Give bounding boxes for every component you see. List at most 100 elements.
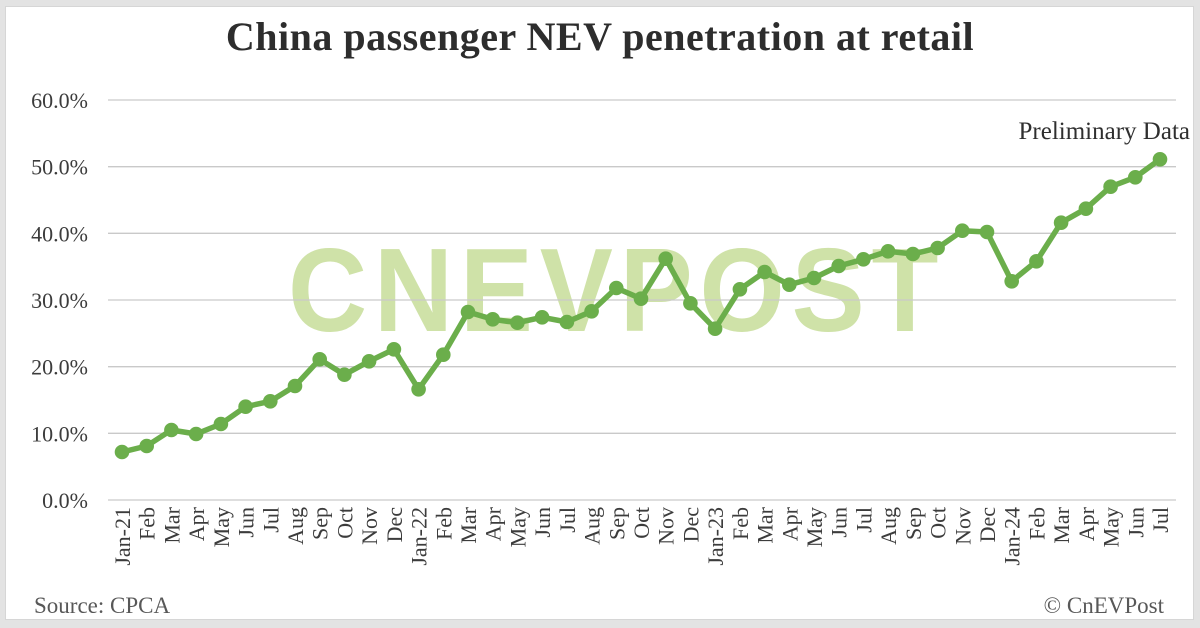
data-point [139, 438, 154, 454]
x-tick-label: Aug [283, 507, 308, 545]
data-point [856, 251, 871, 267]
chart-title: China passenger NEV penetration at retai… [225, 14, 975, 59]
x-tick-label: Mar [1049, 506, 1074, 543]
data-point [361, 354, 377, 369]
x-tick-label: Aug [876, 507, 901, 545]
data-point [782, 277, 797, 293]
data-point [609, 280, 624, 296]
x-tick-label: Jun [827, 507, 852, 538]
data-point [831, 258, 846, 274]
data-point [1053, 215, 1069, 230]
source-label: Source: CPCA [34, 593, 171, 618]
data-point-markers [114, 152, 1168, 460]
x-tick-label: Nov [654, 507, 679, 545]
y-tick-label: 50.0% [31, 155, 88, 180]
x-tick-label: Oct [629, 507, 654, 539]
x-tick-label: Mar [159, 506, 184, 543]
y-axis-labels: 0.0% 10.0% 20.0% 30.0% 40.0% 50.0% 60.0% [31, 88, 88, 513]
x-tick-label: Mar [753, 506, 778, 543]
x-tick-label: Sep [604, 507, 629, 540]
data-point [1103, 179, 1118, 194]
data-point [213, 416, 229, 432]
data-point [584, 304, 599, 319]
data-point [955, 223, 970, 238]
data-point [806, 270, 822, 286]
data-point [312, 352, 328, 367]
x-tick-label: May [802, 507, 827, 547]
x-tick-label: Apr [481, 506, 506, 541]
x-tick-label: Oct [332, 507, 357, 539]
data-point [880, 244, 896, 259]
y-tick-label: 60.0% [31, 88, 88, 113]
x-tick-label: Jul [851, 507, 876, 533]
data-point [633, 291, 649, 307]
y-tick-label: 0.0% [42, 488, 88, 513]
data-point [732, 282, 748, 297]
x-tick-label: Dec [678, 507, 703, 543]
x-tick-label: Feb [728, 507, 753, 540]
y-tick-label: 30.0% [31, 288, 88, 313]
data-point [1004, 274, 1019, 289]
data-point [287, 378, 303, 394]
x-tick-label: Jul [1148, 507, 1173, 533]
x-tick-label: Mar [456, 506, 481, 543]
data-point [1078, 201, 1094, 216]
data-point [534, 310, 550, 325]
x-tick-label: Feb [1024, 507, 1049, 540]
data-point [930, 240, 945, 256]
x-tick-label: Jun [1123, 507, 1148, 538]
x-tick-label: Oct [926, 507, 951, 539]
x-tick-label: Apr [1074, 506, 1099, 541]
data-point [683, 296, 698, 311]
data-point [337, 367, 352, 383]
data-point [905, 246, 921, 262]
y-tick-label: 10.0% [31, 421, 88, 446]
x-tick-label: Nov [950, 507, 975, 545]
x-tick-label: Jan-24 [1000, 507, 1025, 566]
data-point [238, 399, 253, 415]
data-point [510, 315, 525, 331]
data-point [164, 422, 179, 438]
x-tick-label: Sep [901, 507, 926, 540]
y-tick-label: 40.0% [31, 221, 88, 246]
x-tick-label: Jul [258, 507, 283, 533]
x-tick-label: Jun [234, 507, 259, 538]
data-point [411, 382, 426, 397]
preliminary-data-annotation: Preliminary Data [1018, 118, 1190, 145]
x-tick-label: Dec [382, 507, 407, 543]
data-point [263, 394, 278, 409]
x-tick-label: Apr [777, 506, 802, 541]
data-point [658, 251, 673, 266]
data-point [436, 347, 451, 363]
data-point [1152, 152, 1168, 167]
copyright-label: © CnEVPost [1043, 593, 1164, 618]
data-point [460, 304, 476, 320]
x-tick-label: Feb [431, 507, 456, 540]
data-point [188, 426, 204, 442]
x-tick-label: Sep [308, 507, 333, 540]
x-tick-label: Feb [135, 507, 160, 540]
data-point [757, 264, 772, 280]
x-tick-label: Jan-22 [407, 507, 432, 566]
x-tick-label: Nov [357, 507, 382, 545]
data-point [1128, 170, 1143, 185]
x-tick-label: Jan-21 [110, 507, 135, 566]
x-axis-labels: Jan-21 Feb Mar Apr May Jun Jul Aug Sep Oct Nov Dec J… [110, 506, 1173, 565]
x-tick-label: May [505, 507, 530, 547]
x-tick-label: Apr [184, 506, 209, 541]
x-tick-label: Jun [530, 507, 555, 538]
data-point [1029, 253, 1044, 269]
x-tick-label: May [209, 507, 234, 547]
data-point [707, 321, 723, 337]
x-tick-label: Dec [975, 507, 1000, 543]
y-tick-label: 20.0% [31, 355, 88, 380]
chart-card [5, 6, 1194, 620]
data-point [559, 314, 575, 330]
x-tick-label: Jan-23 [703, 507, 728, 566]
data-point [114, 444, 130, 460]
x-tick-label: May [1099, 507, 1124, 547]
data-point [485, 312, 501, 327]
x-tick-label: Jul [555, 507, 580, 533]
